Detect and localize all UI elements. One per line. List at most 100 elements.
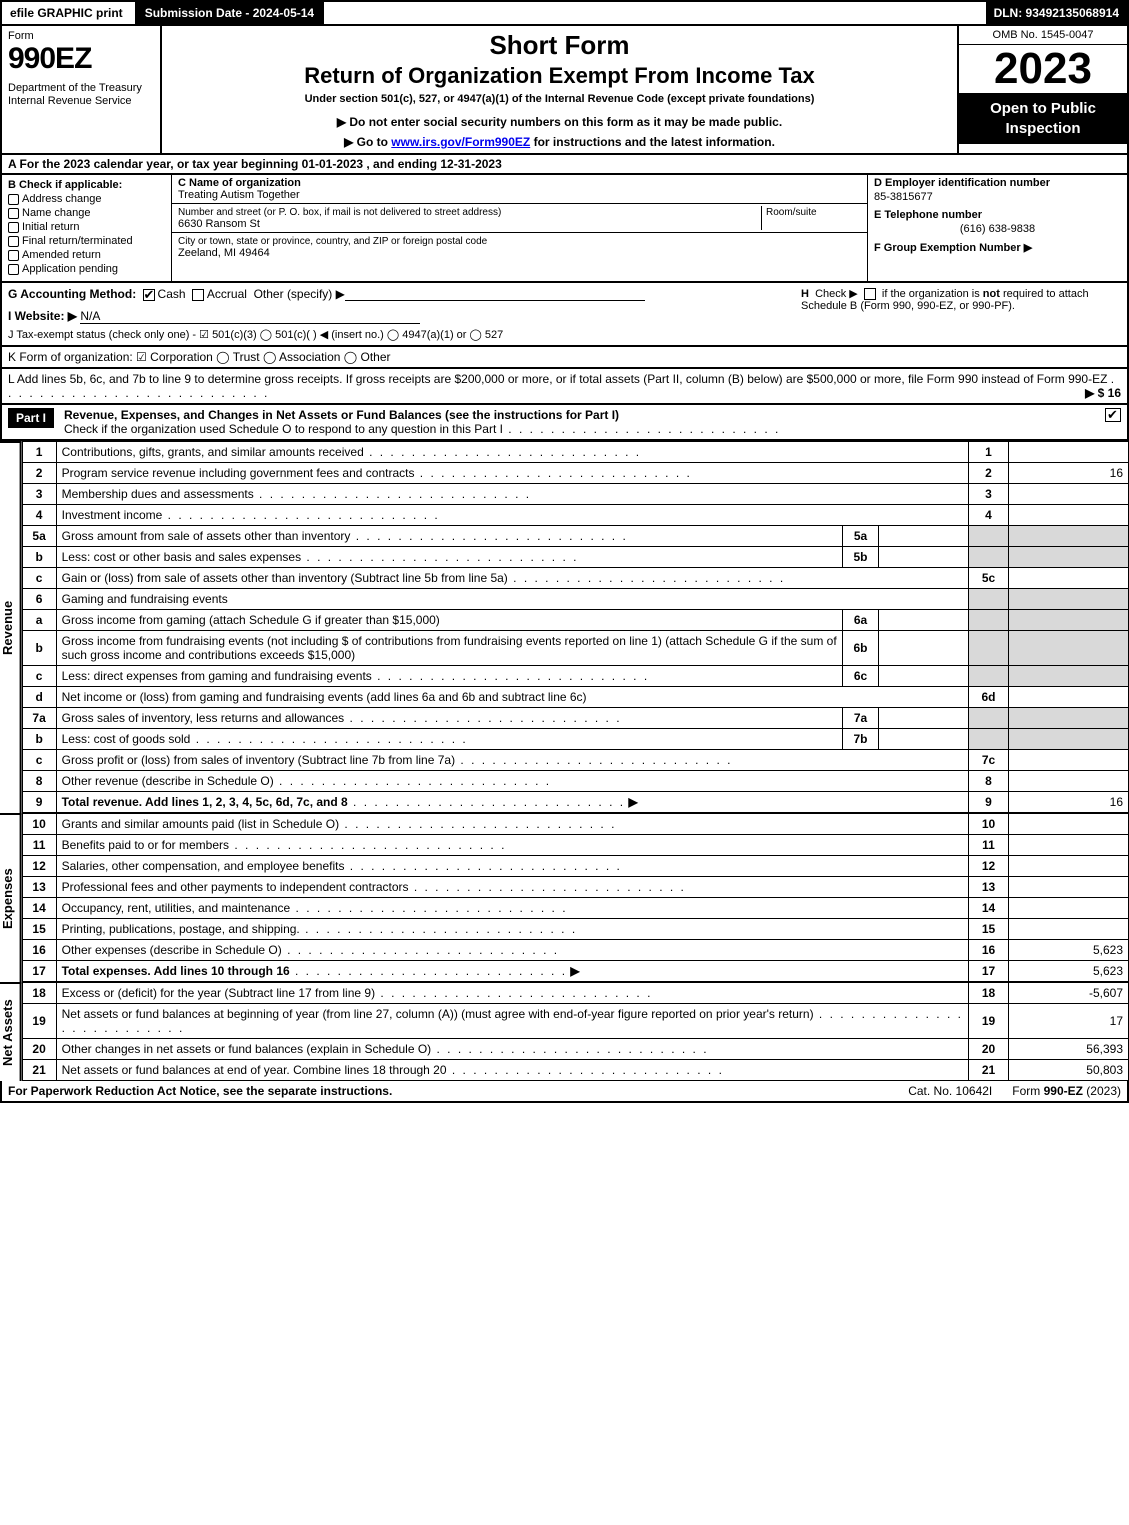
line-6c: cLess: direct expenses from gaming and f… bbox=[22, 666, 1128, 687]
row-j: J Tax-exempt status (check only one) - ☑… bbox=[8, 328, 801, 341]
efile-print-label[interactable]: efile GRAPHIC print bbox=[2, 2, 131, 24]
department-label: Department of the Treasury Internal Reve… bbox=[8, 82, 154, 108]
line-6b: bGross income from fundraising events (n… bbox=[22, 631, 1128, 666]
row-l-text: L Add lines 5b, 6c, and 7b to line 9 to … bbox=[8, 372, 1107, 386]
f-label: F Group Exemption Number ▶ bbox=[874, 241, 1121, 254]
line-7c: cGross profit or (loss) from sales of in… bbox=[22, 750, 1128, 771]
revenue-side-label: Revenue bbox=[0, 441, 22, 813]
form-label: Form bbox=[8, 30, 154, 42]
ssn-notice: ▶ Do not enter social security numbers o… bbox=[170, 115, 949, 129]
chk-accrual[interactable] bbox=[192, 289, 204, 301]
header-center: Short Form Return of Organization Exempt… bbox=[162, 26, 957, 153]
expenses-section: Expenses 10Grants and similar amounts pa… bbox=[0, 813, 1129, 982]
line-9: 9Total revenue. Add lines 1, 2, 3, 4, 5c… bbox=[22, 792, 1128, 813]
submission-date-badge: Submission Date - 2024-05-14 bbox=[135, 2, 324, 24]
section-b-through-f: B Check if applicable: Address change Na… bbox=[0, 175, 1129, 283]
form-ref: Form 990-EZ (2023) bbox=[1012, 1084, 1121, 1098]
form-header: Form 990EZ Department of the Treasury In… bbox=[0, 26, 1129, 155]
line-20: 20Other changes in net assets or fund ba… bbox=[22, 1039, 1128, 1060]
b-label: B Check if applicable: bbox=[8, 179, 165, 191]
street-label: Number and street (or P. O. box, if mail… bbox=[178, 207, 501, 218]
paperwork-notice: For Paperwork Reduction Act Notice, see … bbox=[8, 1084, 888, 1098]
open-public-badge: Open to Public Inspection bbox=[959, 93, 1127, 144]
row-l: L Add lines 5b, 6c, and 7b to line 9 to … bbox=[0, 369, 1129, 405]
line-4: 4Investment income4 bbox=[22, 505, 1128, 526]
revenue-table: 1Contributions, gifts, grants, and simil… bbox=[22, 441, 1129, 813]
net-assets-side-label: Net Assets bbox=[0, 982, 22, 1081]
notice2-pre: ▶ Go to bbox=[344, 135, 391, 149]
street-value: 6630 Ransom St bbox=[178, 218, 260, 230]
line-10: 10Grants and similar amounts paid (list … bbox=[22, 814, 1128, 835]
notice2-post: for instructions and the latest informat… bbox=[530, 135, 775, 149]
chk-final-return[interactable]: Final return/terminated bbox=[8, 235, 165, 247]
chk-schedule-o-part1[interactable] bbox=[1105, 408, 1121, 422]
part-1-header: Part I Revenue, Expenses, and Changes in… bbox=[0, 405, 1129, 441]
page-footer: For Paperwork Reduction Act Notice, see … bbox=[0, 1081, 1129, 1103]
row-g-h: G Accounting Method: Cash Accrual Other … bbox=[0, 283, 1129, 347]
chk-address-change[interactable]: Address change bbox=[8, 193, 165, 205]
line-15: 15Printing, publications, postage, and s… bbox=[22, 919, 1128, 940]
omb-number: OMB No. 1545-0047 bbox=[959, 26, 1127, 45]
col-d-e-f: D Employer identification number 85-3815… bbox=[867, 175, 1127, 281]
line-1: 1Contributions, gifts, grants, and simil… bbox=[22, 442, 1128, 463]
line-5c: cGain or (loss) from sale of assets othe… bbox=[22, 568, 1128, 589]
main-title: Return of Organization Exempt From Incom… bbox=[170, 63, 949, 89]
line-17: 17Total expenses. Add lines 10 through 1… bbox=[22, 961, 1128, 982]
row-h: H Check ▶ if the organization is not req… bbox=[801, 287, 1121, 341]
e-label: E Telephone number bbox=[874, 209, 1121, 221]
line-11: 11Benefits paid to or for members11 bbox=[22, 835, 1128, 856]
cat-no: Cat. No. 10642I bbox=[908, 1084, 992, 1098]
line-a: A For the 2023 calendar year, or tax yea… bbox=[0, 155, 1129, 175]
line-14: 14Occupancy, rent, utilities, and mainte… bbox=[22, 898, 1128, 919]
part-1-label: Part I bbox=[8, 408, 54, 428]
form-number: 990EZ bbox=[8, 42, 154, 76]
col-c-address: C Name of organization Treating Autism T… bbox=[172, 175, 867, 281]
line-3: 3Membership dues and assessments3 bbox=[22, 484, 1128, 505]
chk-amended-return[interactable]: Amended return bbox=[8, 249, 165, 261]
line-13: 13Professional fees and other payments t… bbox=[22, 877, 1128, 898]
ein-value: 85-3815677 bbox=[874, 191, 1121, 203]
line-12: 12Salaries, other compensation, and empl… bbox=[22, 856, 1128, 877]
line-6a: aGross income from gaming (attach Schedu… bbox=[22, 610, 1128, 631]
part-1-sub: Check if the organization used Schedule … bbox=[64, 422, 503, 436]
net-assets-section: Net Assets 18Excess or (deficit) for the… bbox=[0, 982, 1129, 1081]
other-specify-input[interactable] bbox=[345, 287, 645, 301]
line-8: 8Other revenue (describe in Schedule O)8 bbox=[22, 771, 1128, 792]
part-1-title: Revenue, Expenses, and Changes in Net As… bbox=[64, 408, 619, 422]
instructions-notice: ▶ Go to www.irs.gov/Form990EZ for instru… bbox=[170, 135, 949, 149]
line-6d: dNet income or (loss) from gaming and fu… bbox=[22, 687, 1128, 708]
line-7b: bLess: cost of goods sold7b bbox=[22, 729, 1128, 750]
chk-schedule-b[interactable] bbox=[864, 288, 876, 300]
chk-application-pending[interactable]: Application pending bbox=[8, 263, 165, 275]
website-value: N/A bbox=[80, 309, 420, 324]
irs-link[interactable]: www.irs.gov/Form990EZ bbox=[391, 135, 530, 149]
org-name: Treating Autism Together bbox=[178, 189, 300, 201]
g-label: G Accounting Method: bbox=[8, 287, 136, 301]
line-18: 18Excess or (deficit) for the year (Subt… bbox=[22, 983, 1128, 1004]
chk-initial-return[interactable]: Initial return bbox=[8, 221, 165, 233]
line-5b: bLess: cost or other basis and sales exp… bbox=[22, 547, 1128, 568]
line-7a: 7aGross sales of inventory, less returns… bbox=[22, 708, 1128, 729]
line-5a: 5aGross amount from sale of assets other… bbox=[22, 526, 1128, 547]
row-l-amount: ▶ $ 16 bbox=[1085, 386, 1121, 400]
header-left: Form 990EZ Department of the Treasury In… bbox=[2, 26, 162, 153]
city-label: City or town, state or province, country… bbox=[178, 236, 487, 247]
chk-name-change[interactable]: Name change bbox=[8, 207, 165, 219]
line-19: 19Net assets or fund balances at beginni… bbox=[22, 1004, 1128, 1039]
row-k: K Form of organization: ☑ Corporation ◯ … bbox=[0, 347, 1129, 369]
top-bar: efile GRAPHIC print Submission Date - 20… bbox=[0, 0, 1129, 26]
dln-label: DLN: 93492135068914 bbox=[986, 2, 1127, 24]
line-2: 2Program service revenue including gover… bbox=[22, 463, 1128, 484]
row-g: G Accounting Method: Cash Accrual Other … bbox=[8, 287, 801, 341]
header-right: OMB No. 1545-0047 2023 Open to Public In… bbox=[957, 26, 1127, 153]
line-21: 21Net assets or fund balances at end of … bbox=[22, 1060, 1128, 1081]
city-value: Zeeland, MI 49464 bbox=[178, 247, 270, 259]
subtitle: Under section 501(c), 527, or 4947(a)(1)… bbox=[170, 93, 949, 105]
col-b-checkboxes: B Check if applicable: Address change Na… bbox=[2, 175, 172, 281]
tax-year: 2023 bbox=[959, 45, 1127, 93]
expenses-table: 10Grants and similar amounts paid (list … bbox=[22, 813, 1129, 982]
short-form-title: Short Form bbox=[170, 30, 949, 61]
chk-cash[interactable] bbox=[143, 289, 155, 301]
d-label: D Employer identification number bbox=[874, 177, 1121, 189]
c-label: C Name of organization bbox=[178, 177, 301, 189]
